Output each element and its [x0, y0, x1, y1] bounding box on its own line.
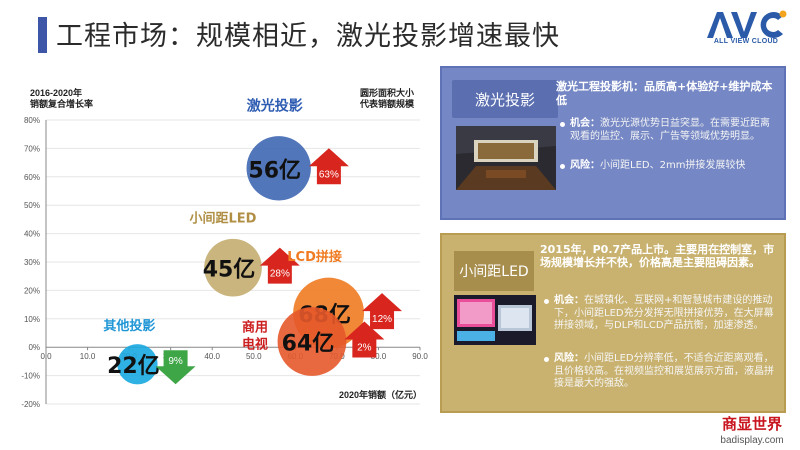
laser-opportunity-bullet: 机会：激光光源优势日益突显。在需要近距离观看的监控、展示、广告等领域优势明显。: [570, 118, 770, 142]
bubble: [204, 238, 262, 297]
bubble-value-label: 45亿: [203, 258, 256, 283]
badisplay-watermark: 商显世界 badisplay.com: [720, 415, 783, 446]
bubble-group: 56亿 激光投影 63%: [246, 97, 349, 201]
y-tick-label: 60%: [24, 173, 40, 182]
bubble: [117, 344, 158, 385]
series-name-label: 电视: [242, 337, 268, 353]
y-tick-label: 30%: [24, 258, 40, 267]
watermark-bottom-text: badisplay.com: [720, 435, 783, 446]
chart-axis-labels: 80% 70% 60% 50% 40% 30% 20% 10% 0% -10% -20% 0.0 10.…: [21, 87, 428, 409]
avc-logo: [707, 10, 787, 39]
x-axis-title: 2020年销额（亿元）: [339, 389, 422, 400]
growth-arrow-up: [344, 321, 385, 358]
bubble-size-note: 代表销额规模: [359, 98, 415, 109]
growth-rate-label: 63%: [319, 169, 339, 180]
bullet-dot: [560, 122, 565, 127]
bullet-dot: [544, 357, 549, 362]
x-tick-label: 50.0: [246, 352, 262, 361]
y-tick-label: -20%: [21, 400, 40, 409]
y-tick-label: 80%: [24, 116, 40, 125]
bubble-value-label: 56亿: [248, 158, 301, 183]
led-risk-bullet: 风险：小间距LED分辨率低，不适合近距离观看，且价格较高。在视频监控和展览展示方…: [554, 353, 774, 389]
y-tick-label: 10%: [24, 315, 40, 324]
bubble-chart: 80% 70% 60% 50% 40% 30% 20% 10% 0% -10% -20% 0.0 10.…: [21, 87, 428, 409]
logo-subtitle: ALL VIEW CLOUD: [713, 38, 779, 45]
bubble-group: 45亿 小间距LED 28%: [190, 211, 300, 297]
growth-arrow-down: [155, 350, 196, 385]
growth-rate-label: 28%: [270, 269, 290, 280]
laser-projection-room-image: [456, 126, 556, 190]
x-tick-label: 80.0: [371, 352, 387, 361]
laser-projection-panel: 激光投影 激光工程投影机：品质高+体验好+维护成本低 机会：激光光源优势日益突显…: [440, 66, 786, 220]
laser-projection-headline: 激光工程投影机：品质高+体验好+维护成本低: [556, 80, 773, 107]
bubble-value-label: 64亿: [282, 332, 335, 357]
bubble: [246, 136, 311, 201]
bullet-dot: [544, 299, 549, 304]
y-axis-title: 2016-2020年: [30, 87, 82, 98]
growth-rate-label: 9%: [168, 356, 183, 367]
bubble-group: 22亿 其他投影 9%: [103, 318, 196, 385]
page-title: 工程市场：规模相近，激光投影增速最快: [56, 21, 560, 52]
x-tick-label: 90.0: [412, 352, 428, 361]
growth-rate-label: 2%: [357, 343, 372, 354]
small-pitch-led-tag: 小间距LED: [454, 251, 534, 291]
series-name-label: 激光投影: [247, 97, 303, 114]
y-axis-title: 销额复合增长率: [30, 98, 93, 109]
y-tick-label: -10%: [21, 372, 40, 381]
growth-rate-label: 12%: [372, 314, 392, 325]
title-bar: [0, 0, 800, 62]
laser-risk-bullet: 风险：小间距LED、2mm拼接发展较快: [570, 160, 746, 171]
y-tick-label: 40%: [24, 230, 40, 239]
series-name-label: LCD拼接: [287, 249, 342, 265]
laser-projection-tag: 激光投影: [452, 80, 558, 118]
y-tick-label: 70%: [24, 144, 40, 153]
title-accent-bar: [38, 17, 47, 53]
watermark-top-text: 商显世界: [722, 415, 782, 433]
bubble-value-label: 22亿: [107, 354, 160, 379]
small-pitch-led-headline: 2015年，P0.7产品上市。主要用在控制室，市场规模增长并不快，价格高是主要阻…: [540, 243, 775, 269]
x-tick-label: 10.0: [80, 352, 96, 361]
y-tick-label: 0%: [28, 343, 40, 352]
bubble: [277, 307, 347, 376]
led-opportunity-bullet: 机会：在城镇化、互联网+和智慧城市建设的推动下，小间距LED充分发挥无限拼接优势…: [554, 295, 774, 331]
x-tick-label: 0.0: [40, 352, 52, 361]
small-pitch-led-panel: 小间距LED 2015年，P0.7产品上市。主要用在控制室，市场规模增长并不快，…: [440, 233, 786, 413]
y-tick-label: 20%: [24, 286, 40, 295]
x-tick-label: 40.0: [204, 352, 220, 361]
growth-arrow-up: [308, 148, 349, 185]
bubble-size-note: 圆形面积大小: [360, 87, 414, 98]
series-name-label: 其他投影: [103, 318, 155, 334]
growth-arrow-up: [259, 247, 300, 284]
growth-arrow-up: [362, 293, 403, 330]
series-name-label: 商用: [242, 320, 268, 336]
chart-grid: [45, 119, 421, 405]
y-tick-label: 50%: [24, 201, 40, 210]
chart-bubbles: 56亿激光投影63%45亿小间距LED28%68亿LCD拼接12%64亿商用电视…: [103, 97, 403, 385]
series-name-label: 小间距LED: [190, 211, 257, 227]
led-wall-image: [454, 295, 536, 345]
bullet-dot: [560, 164, 565, 169]
